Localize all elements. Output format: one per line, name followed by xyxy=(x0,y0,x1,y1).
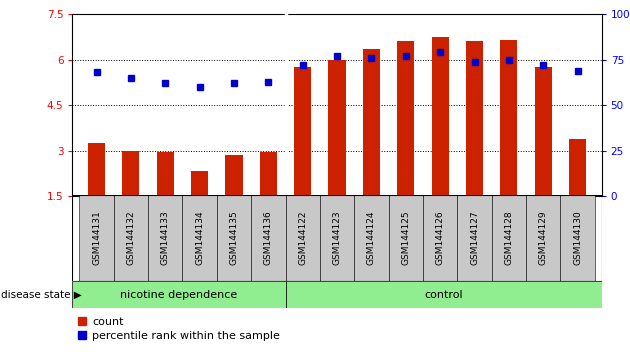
Bar xyxy=(320,195,354,281)
Bar xyxy=(491,195,526,281)
Bar xyxy=(535,67,552,196)
Text: GSM144130: GSM144130 xyxy=(573,211,582,266)
Text: GSM144132: GSM144132 xyxy=(127,211,135,266)
Text: GSM144126: GSM144126 xyxy=(435,211,445,266)
Bar xyxy=(285,281,602,308)
Bar xyxy=(122,151,139,196)
Bar xyxy=(389,195,423,281)
Bar xyxy=(217,195,251,281)
Bar xyxy=(191,171,208,196)
Bar xyxy=(526,195,561,281)
Text: GSM144125: GSM144125 xyxy=(401,211,410,266)
Bar xyxy=(260,152,277,196)
Bar xyxy=(328,60,346,196)
Text: GSM144127: GSM144127 xyxy=(470,211,479,266)
Text: disease state ▶: disease state ▶ xyxy=(1,290,81,300)
Text: GSM144129: GSM144129 xyxy=(539,211,547,266)
Text: GSM144134: GSM144134 xyxy=(195,211,204,266)
Text: GSM144124: GSM144124 xyxy=(367,211,376,265)
Text: control: control xyxy=(424,290,463,300)
Text: GSM144135: GSM144135 xyxy=(229,211,239,266)
Bar xyxy=(148,195,183,281)
Bar xyxy=(113,195,148,281)
Bar xyxy=(457,195,491,281)
Text: nicotine dependence: nicotine dependence xyxy=(120,290,238,300)
Bar xyxy=(500,40,517,196)
Text: GSM144122: GSM144122 xyxy=(298,211,307,265)
Bar xyxy=(157,152,174,196)
Bar xyxy=(183,195,217,281)
Text: GSM144123: GSM144123 xyxy=(333,211,341,266)
Bar xyxy=(466,41,483,196)
Bar xyxy=(79,195,113,281)
Bar xyxy=(72,281,285,308)
Text: GSM144131: GSM144131 xyxy=(92,211,101,266)
Bar xyxy=(354,195,389,281)
Bar xyxy=(88,143,105,196)
Bar xyxy=(226,155,243,196)
Bar xyxy=(423,195,457,281)
Bar xyxy=(397,41,415,196)
Bar xyxy=(251,195,285,281)
Bar xyxy=(294,67,311,196)
Text: GSM144136: GSM144136 xyxy=(264,211,273,266)
Legend: count, percentile rank within the sample: count, percentile rank within the sample xyxy=(78,317,280,341)
Text: GSM144128: GSM144128 xyxy=(505,211,513,266)
Bar xyxy=(285,195,320,281)
Text: GSM144133: GSM144133 xyxy=(161,211,169,266)
Bar xyxy=(561,195,595,281)
Bar xyxy=(432,37,449,196)
Bar xyxy=(569,139,586,196)
Bar xyxy=(363,49,380,196)
